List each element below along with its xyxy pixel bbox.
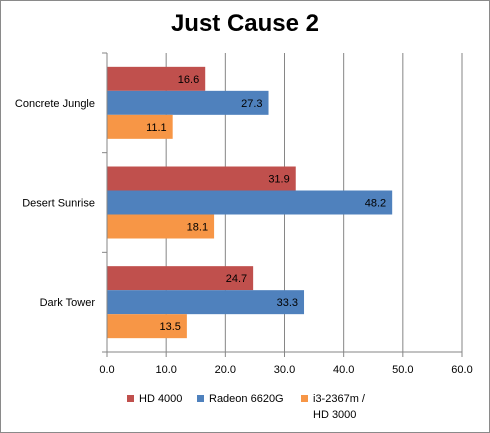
- bar-value-label: 33.3: [277, 297, 298, 309]
- bar: [107, 114, 173, 139]
- bar: [107, 290, 305, 315]
- category-label: Dark Tower: [40, 297, 96, 309]
- legend-swatch-hd4000: [127, 395, 134, 402]
- category-label: Concrete Jungle: [15, 98, 95, 110]
- x-tick-label: 50.0: [392, 364, 413, 376]
- bar: [107, 90, 269, 115]
- bar-value-label: 31.9: [268, 174, 289, 186]
- bar-value-label: 13.5: [159, 321, 180, 333]
- legend-label-hd4000: HD 4000: [139, 393, 183, 405]
- category-label: Desert Sunrise: [22, 198, 95, 210]
- bar-value-label: 24.7: [226, 273, 247, 285]
- x-tick-label: 60.0: [451, 364, 472, 376]
- x-tick-label: 10.0: [155, 364, 176, 376]
- bar: [107, 166, 296, 191]
- bar: [107, 66, 206, 91]
- bar: [107, 214, 215, 239]
- legend-label-radeon-6620g: Radeon 6620G: [209, 393, 284, 405]
- x-tick-label: 20.0: [215, 364, 236, 376]
- legend-swatch-radeon-6620g: [197, 395, 204, 402]
- legend-swatch-i3-hd3000: [301, 395, 308, 402]
- legend-item-radeon-6620g: Radeon 6620G: [197, 391, 284, 407]
- legend-item-hd4000: HD 4000: [127, 391, 182, 407]
- bar-value-label: 11.1: [146, 122, 167, 134]
- bar-value-label: 16.6: [178, 74, 199, 86]
- bar: [107, 314, 187, 339]
- bar-value-label: 18.1: [187, 222, 208, 234]
- bar: [107, 266, 254, 291]
- chart-title: Just Cause 2: [170, 10, 320, 37]
- x-tick-label: 0.0: [99, 364, 114, 376]
- chart-legend: HD 4000 Radeon 6620G i3-2367m / HD 3000: [0, 389, 490, 429]
- bar: [107, 190, 393, 215]
- x-tick-label: 30.0: [274, 364, 295, 376]
- bar-value-label: 27.3: [241, 98, 262, 110]
- legend-item-i3-hd3000: i3-2367m / HD 3000: [301, 391, 365, 423]
- bar-value-label: 48.2: [365, 198, 386, 210]
- x-tick-label: 40.0: [333, 364, 354, 376]
- legend-label-i3-hd3000: i3-2367m / HD 3000: [313, 393, 365, 421]
